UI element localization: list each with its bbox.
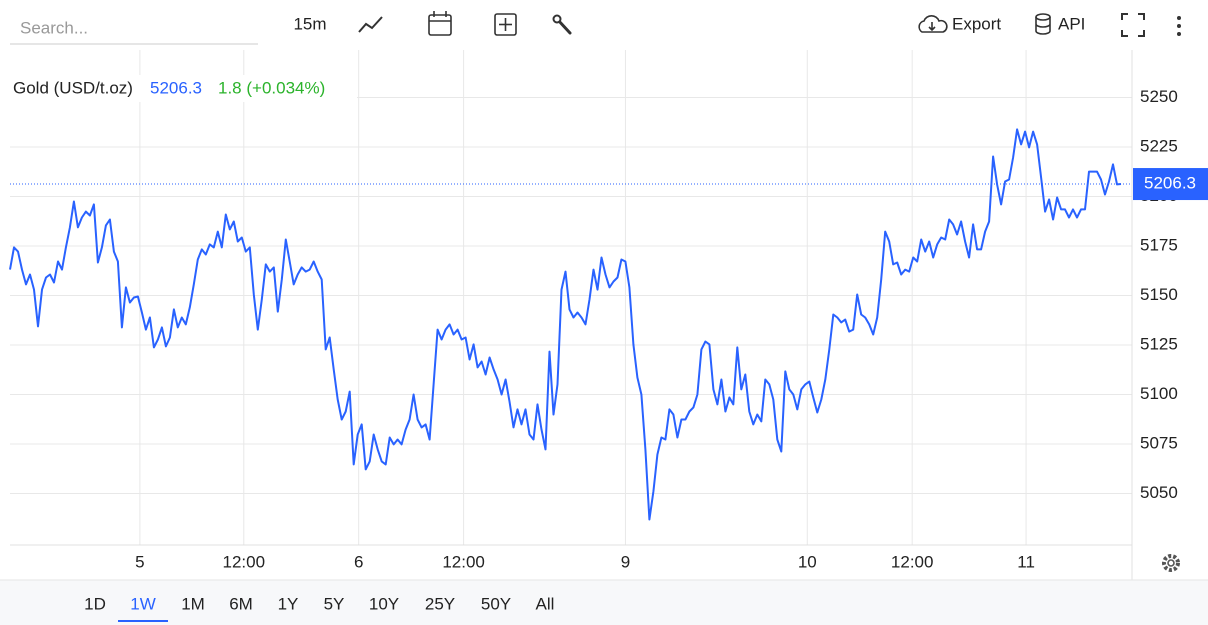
y-tick-label: 5225: [1140, 137, 1178, 156]
add-indicator-icon[interactable]: [494, 13, 517, 36]
range-button[interactable]: 1M: [181, 594, 205, 613]
y-tick-label: 5125: [1140, 335, 1178, 354]
y-tick-label: 5175: [1140, 236, 1178, 255]
y-tick-label: 5250: [1140, 87, 1178, 106]
interval-button[interactable]: 15m: [293, 14, 326, 33]
fullscreen-icon[interactable]: [1121, 13, 1145, 37]
last-price-label: 5206.3: [1144, 174, 1196, 193]
x-tick-label: 6: [354, 552, 363, 571]
range-button[interactable]: 25Y: [425, 594, 455, 613]
legend-title: Gold (USD/t.oz): [13, 78, 133, 97]
range-button[interactable]: 1D: [84, 594, 106, 613]
export-label: Export: [952, 14, 1001, 33]
y-tick-label: 5050: [1140, 483, 1178, 502]
calendar-icon[interactable]: [428, 11, 452, 36]
range-button[interactable]: All: [536, 594, 555, 613]
range-selected-underline: [118, 620, 168, 622]
api-label: API: [1058, 14, 1085, 33]
search-input[interactable]: Search...: [20, 18, 88, 37]
api-button[interactable]: API: [1035, 13, 1085, 35]
price-line: [9, 128, 1122, 521]
x-tick-label: 5: [135, 552, 144, 571]
legend-price: 5206.3: [150, 78, 202, 97]
range-button[interactable]: 1Y: [278, 594, 299, 613]
range-button[interactable]: 10Y: [369, 594, 399, 613]
toolbar: Search... 15m Export API: [10, 11, 1181, 45]
last-price-badge: [1133, 168, 1208, 201]
legend-background: [10, 75, 357, 102]
range-bar: [0, 580, 1208, 625]
export-button[interactable]: Export: [918, 14, 1001, 33]
plot-area: 505050755100512551505175520052255250512:…: [9, 50, 1178, 571]
legend-change: 1.8 (+0.034%): [218, 78, 325, 97]
y-tick-label: 5100: [1140, 384, 1178, 403]
x-tick-label: 12:00: [891, 552, 934, 571]
range-button[interactable]: 50Y: [481, 594, 511, 613]
range-button[interactable]: 1W: [130, 594, 156, 613]
more-menu-icon[interactable]: [1177, 16, 1181, 36]
range-button[interactable]: 5Y: [324, 594, 345, 613]
y-tick-label: 5075: [1140, 434, 1178, 453]
gear-icon[interactable]: [1162, 554, 1180, 572]
chart-type-icon[interactable]: [358, 16, 383, 33]
settings-wrench-icon[interactable]: [552, 14, 572, 35]
x-tick-label: 9: [621, 552, 630, 571]
range-buttons: 1D 1W 1M 6M 1Y 5Y 10Y 25Y 50Y All: [84, 594, 554, 622]
range-button[interactable]: 6M: [229, 594, 253, 613]
x-tick-label: 10: [798, 552, 817, 571]
x-tick-label: 12:00: [223, 552, 266, 571]
y-tick-label: 5150: [1140, 285, 1178, 304]
x-tick-label: 11: [1017, 552, 1035, 571]
x-tick-label: 12:00: [442, 552, 485, 571]
